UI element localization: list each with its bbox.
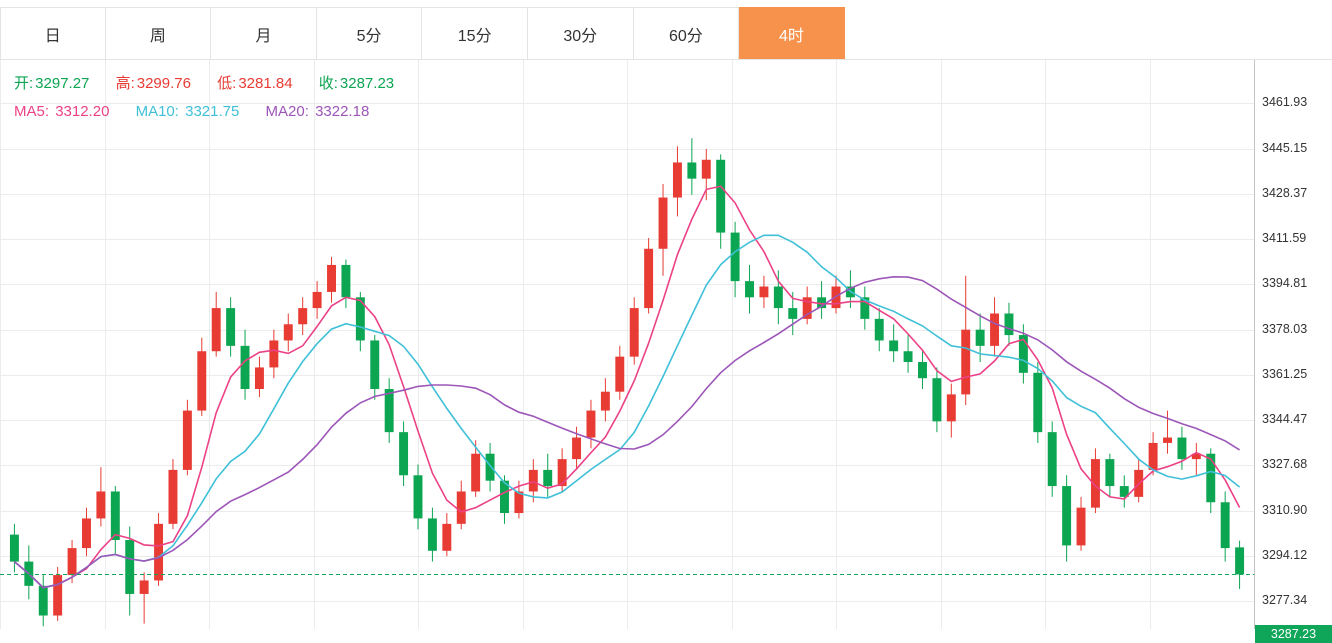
y-axis-label: 3294.12	[1262, 547, 1308, 562]
y-axis-label: 3327.68	[1262, 457, 1308, 472]
y-axis-label: 3394.81	[1262, 276, 1308, 291]
ma-row: MA5: 3312.20 MA10: 3321.75 MA20: 3322.18	[14, 98, 416, 126]
ohlc-legend: 开: 3297.27 高: 3299.76 低: 3281.84 收: 3287.23 …	[14, 70, 416, 126]
tab-30m[interactable]: 30分	[527, 7, 634, 59]
tab-4h[interactable]: 4时	[739, 7, 845, 59]
tab-week[interactable]: 周	[105, 7, 212, 59]
y-axis: 3461.93 3445.15 3428.37 3411.59 3394.81 3378.…	[1254, 60, 1332, 629]
y-axis-label: 3461.93	[1262, 95, 1308, 110]
interval-tabs: 日周月 5分 15分 30分 60分 4时	[0, 7, 845, 59]
interval-tabbar: 日周月 5分 15分 30分 60分 4时	[0, 0, 1332, 60]
tab-15m[interactable]: 15分	[422, 7, 528, 59]
y-axis-label: 3344.47	[1262, 412, 1308, 427]
tab-60m[interactable]: 60分	[633, 7, 740, 59]
close-value: 收: 3287.23	[318, 75, 395, 92]
open-value: 开: 3297.27	[14, 75, 90, 92]
ma20-value: MA20: 3322.18	[265, 103, 370, 120]
ohlc-row: 开: 3297.27 高: 3299.76 低: 3281.84 收: 3287.23	[14, 70, 416, 98]
y-axis-label: 3428.37	[1262, 185, 1308, 200]
last-price-badge: 3287.23	[1255, 625, 1332, 643]
y-axis-label: 3277.34	[1262, 593, 1308, 608]
ma10-value: MA10: 3321.75	[135, 103, 240, 120]
y-axis-label: 3411.59	[1262, 231, 1307, 246]
chart-area: 开: 3297.27 高: 3299.76 低: 3281.84 收: 3287.23 …	[0, 60, 1332, 643]
low-value: 低: 3281.84	[217, 75, 293, 92]
ma5-value: MA5: 3312.20	[14, 103, 110, 120]
y-axis-label: 3378.03	[1262, 321, 1308, 336]
y-axis-label: 3445.15	[1262, 140, 1308, 155]
tab-month[interactable]: 月	[211, 7, 317, 59]
y-axis-label: 3361.25	[1262, 366, 1308, 381]
high-value: 高: 3299.76	[115, 75, 191, 92]
tab-5m[interactable]: 5分	[316, 7, 423, 59]
tab-day[interactable]: 日	[0, 7, 106, 59]
candlestick-chart[interactable]	[0, 60, 1254, 629]
y-axis-label: 3310.90	[1262, 502, 1308, 517]
